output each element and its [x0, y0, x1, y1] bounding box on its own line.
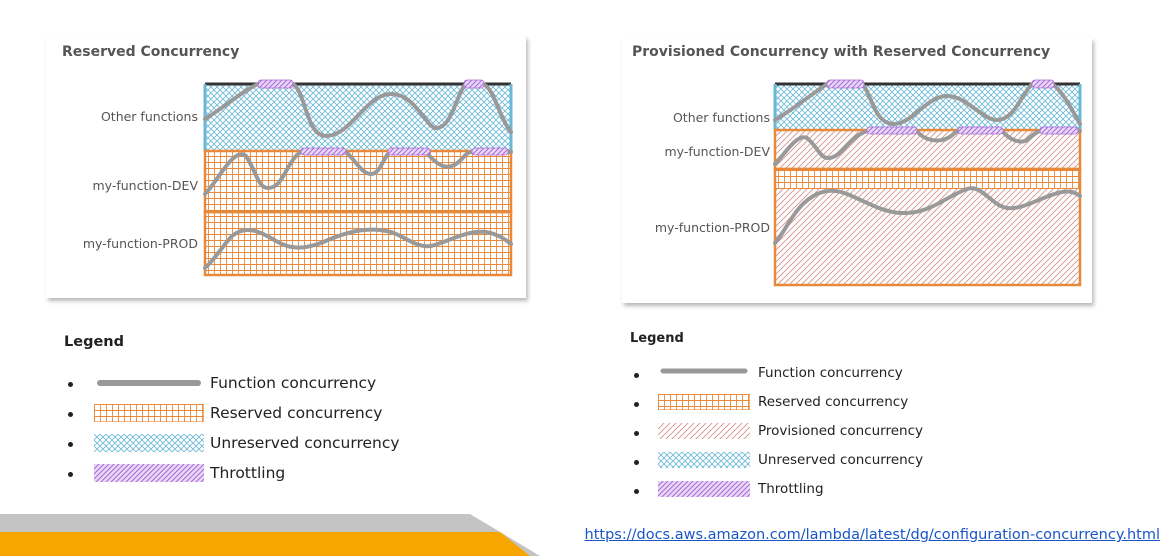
row-label-my-function-dev: my-function-DEV	[664, 144, 770, 159]
legend-title: Legend	[64, 334, 124, 350]
provisioned-concurrency-swatch-icon	[658, 423, 750, 439]
legend-item-function-concurrency: Function concurrency	[64, 369, 404, 399]
row-label-my-function-prod: my-function-PROD	[82, 236, 198, 251]
legend-item-function-concurrency: Function concurrency	[630, 361, 950, 390]
function-concurrency-swatch-icon	[97, 380, 201, 386]
legend-item-throttling: Throttling	[64, 459, 404, 489]
reserved-band-prod	[205, 212, 511, 275]
reserved-band-dev	[205, 151, 511, 212]
panel-title: Provisioned Concurrency with Reserved Co…	[632, 44, 1051, 60]
unreserved-concurrency-swatch-icon	[658, 452, 750, 468]
bullet-icon	[634, 373, 639, 378]
bullet-icon	[68, 412, 73, 417]
throttling-marker	[826, 79, 865, 89]
bullet-icon	[68, 442, 73, 447]
provisioned-concurrency-diagram	[773, 79, 1082, 287]
function-concurrency-line-dev	[773, 129, 1082, 166]
legend-item-reserved-concurrency: Reserved concurrency	[64, 399, 404, 429]
row-label-other-functions: Other functions	[100, 109, 198, 124]
throttling-marker	[471, 147, 509, 156]
reserved-concurrency-panel: Reserved Concurrency Other functions my-…	[46, 36, 526, 298]
reserved-concurrency-diagram	[203, 79, 513, 277]
throttling-marker	[866, 126, 918, 135]
bullet-icon	[634, 489, 639, 494]
function-concurrency-line-prod	[203, 227, 513, 270]
row-label-my-function-prod: my-function-PROD	[654, 220, 770, 235]
throttling-marker	[300, 147, 347, 156]
legend-label: Unreserved concurrency	[758, 452, 924, 468]
bullet-icon	[634, 460, 639, 465]
legend-item-unreserved-concurrency: Unreserved concurrency	[64, 429, 404, 459]
provisioned-concurrency-panel: Provisioned Concurrency with Reserved Co…	[622, 38, 1092, 303]
throttling-marker	[257, 79, 294, 89]
legend-label: Throttling	[758, 481, 824, 497]
panel-title: Reserved Concurrency	[62, 44, 240, 60]
bullet-icon	[634, 431, 639, 436]
legend-list: Function concurrency Reserved concurrenc…	[630, 361, 950, 506]
legend-label: Reserved concurrency	[758, 394, 909, 410]
throttling-marker	[957, 126, 1004, 135]
row-label-my-function-dev: my-function-DEV	[92, 178, 198, 193]
footer-gray-band	[0, 514, 540, 556]
legend-title: Legend	[630, 331, 684, 346]
bullet-icon	[68, 382, 73, 387]
function-concurrency-line-dev	[203, 150, 513, 196]
bullet-icon	[634, 402, 639, 407]
unreserved-band	[775, 84, 1080, 130]
throttling-marker	[463, 79, 485, 89]
legend-label: Function concurrency	[210, 374, 377, 392]
unreserved-concurrency-swatch-icon	[94, 434, 204, 452]
throttling-marker	[1031, 79, 1055, 89]
legend-item-throttling: Throttling	[630, 477, 950, 506]
row-label-other-functions: Other functions	[672, 110, 770, 125]
legend-label: Function concurrency	[758, 365, 903, 381]
legend-item-provisioned-concurrency: Provisioned concurrency	[630, 419, 950, 448]
legend-list: Function concurrency Reserved concurrenc…	[64, 369, 404, 489]
throttling-marker	[1039, 126, 1079, 135]
reserved-band-prod	[775, 169, 1080, 189]
throttling-swatch-icon	[658, 481, 750, 497]
legend-item-reserved-concurrency: Reserved concurrency	[630, 390, 950, 419]
legend-label: Provisioned concurrency	[758, 423, 923, 439]
reserved-concurrency-swatch-icon	[94, 404, 204, 422]
throttling-marker	[387, 147, 431, 156]
legend-label: Throttling	[210, 464, 286, 482]
bullet-icon	[68, 472, 73, 477]
legend-label: Reserved concurrency	[210, 404, 383, 422]
legend-label: Unreserved concurrency	[210, 434, 400, 452]
reserved-concurrency-swatch-icon	[658, 394, 750, 410]
source-link[interactable]: https://docs.aws.amazon.com/lambda/lates…	[584, 527, 1160, 543]
function-concurrency-line-prod	[773, 186, 1082, 245]
throttling-swatch-icon	[94, 464, 204, 482]
function-concurrency-swatch-icon	[660, 368, 748, 374]
footer-orange-band	[0, 532, 530, 556]
legend-item-unreserved-concurrency: Unreserved concurrency	[630, 448, 950, 477]
